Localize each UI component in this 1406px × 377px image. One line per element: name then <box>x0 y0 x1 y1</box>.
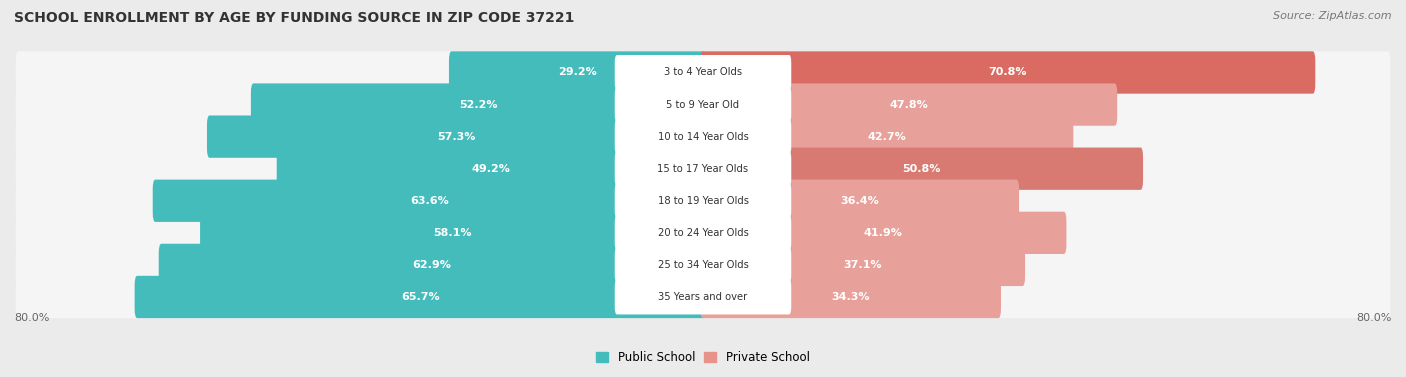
FancyBboxPatch shape <box>700 147 1143 190</box>
Text: 36.4%: 36.4% <box>841 196 879 206</box>
FancyBboxPatch shape <box>700 83 1118 126</box>
Text: 3 to 4 Year Olds: 3 to 4 Year Olds <box>664 67 742 78</box>
Text: 52.2%: 52.2% <box>458 100 498 110</box>
Text: 10 to 14 Year Olds: 10 to 14 Year Olds <box>658 132 748 142</box>
Text: 37.1%: 37.1% <box>844 260 882 270</box>
Text: 65.7%: 65.7% <box>401 292 440 302</box>
FancyBboxPatch shape <box>614 279 792 314</box>
FancyBboxPatch shape <box>700 115 1073 158</box>
Legend: Public School, Private School: Public School, Private School <box>592 346 814 369</box>
Text: 42.7%: 42.7% <box>868 132 907 142</box>
Text: 15 to 17 Year Olds: 15 to 17 Year Olds <box>658 164 748 174</box>
Text: 5 to 9 Year Old: 5 to 9 Year Old <box>666 100 740 110</box>
FancyBboxPatch shape <box>449 51 706 93</box>
FancyBboxPatch shape <box>700 179 1019 222</box>
FancyBboxPatch shape <box>207 115 706 158</box>
FancyBboxPatch shape <box>15 179 1391 222</box>
FancyBboxPatch shape <box>614 183 792 218</box>
Text: 57.3%: 57.3% <box>437 132 475 142</box>
FancyBboxPatch shape <box>700 276 1001 318</box>
FancyBboxPatch shape <box>614 87 792 122</box>
FancyBboxPatch shape <box>614 119 792 154</box>
FancyBboxPatch shape <box>159 244 706 286</box>
FancyBboxPatch shape <box>250 83 706 126</box>
Text: 34.3%: 34.3% <box>831 292 870 302</box>
Text: 62.9%: 62.9% <box>413 260 451 270</box>
Text: 70.8%: 70.8% <box>988 67 1028 78</box>
FancyBboxPatch shape <box>15 83 1391 126</box>
FancyBboxPatch shape <box>614 247 792 282</box>
FancyBboxPatch shape <box>153 179 706 222</box>
FancyBboxPatch shape <box>614 55 792 90</box>
Text: Source: ZipAtlas.com: Source: ZipAtlas.com <box>1274 11 1392 21</box>
FancyBboxPatch shape <box>277 147 706 190</box>
Text: 18 to 19 Year Olds: 18 to 19 Year Olds <box>658 196 748 206</box>
FancyBboxPatch shape <box>15 211 1391 254</box>
Text: 25 to 34 Year Olds: 25 to 34 Year Olds <box>658 260 748 270</box>
FancyBboxPatch shape <box>700 211 1066 254</box>
FancyBboxPatch shape <box>15 51 1391 93</box>
Text: 29.2%: 29.2% <box>558 67 596 78</box>
FancyBboxPatch shape <box>15 115 1391 158</box>
Text: SCHOOL ENROLLMENT BY AGE BY FUNDING SOURCE IN ZIP CODE 37221: SCHOOL ENROLLMENT BY AGE BY FUNDING SOUR… <box>14 11 575 25</box>
FancyBboxPatch shape <box>135 276 706 318</box>
Text: 80.0%: 80.0% <box>1357 313 1392 323</box>
FancyBboxPatch shape <box>700 244 1025 286</box>
Text: 80.0%: 80.0% <box>14 313 49 323</box>
Text: 63.6%: 63.6% <box>409 196 449 206</box>
Text: 47.8%: 47.8% <box>890 100 928 110</box>
FancyBboxPatch shape <box>15 244 1391 286</box>
FancyBboxPatch shape <box>15 147 1391 190</box>
FancyBboxPatch shape <box>700 51 1315 93</box>
Text: 50.8%: 50.8% <box>903 164 941 174</box>
Text: 20 to 24 Year Olds: 20 to 24 Year Olds <box>658 228 748 238</box>
FancyBboxPatch shape <box>200 211 706 254</box>
FancyBboxPatch shape <box>614 151 792 186</box>
FancyBboxPatch shape <box>15 276 1391 318</box>
Text: 58.1%: 58.1% <box>433 228 472 238</box>
Text: 35 Years and over: 35 Years and over <box>658 292 748 302</box>
Text: 41.9%: 41.9% <box>863 228 903 238</box>
Text: 49.2%: 49.2% <box>472 164 510 174</box>
FancyBboxPatch shape <box>614 215 792 250</box>
